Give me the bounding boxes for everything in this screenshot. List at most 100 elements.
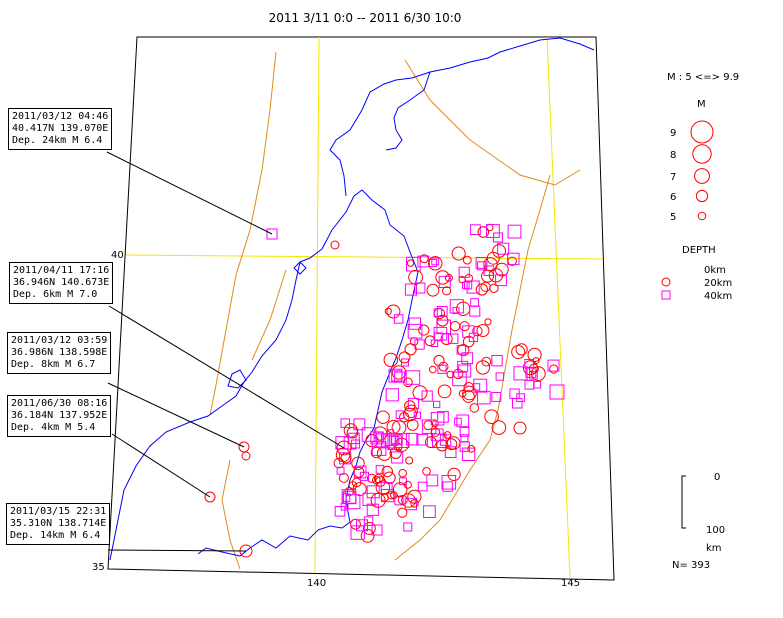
event-marker <box>433 400 441 409</box>
event-marker <box>549 384 565 400</box>
event-marker <box>383 471 396 485</box>
event-marker <box>441 475 457 490</box>
event-marker <box>530 366 546 382</box>
legend-depth-label: 0km <box>704 265 726 276</box>
event-marker <box>473 378 488 393</box>
event-marker <box>486 224 500 238</box>
event-marker <box>399 412 410 423</box>
event-marker <box>375 480 391 495</box>
annotation-box-5: 2011/03/15 22:31 35.310N 138.714E Dep. 1… <box>6 503 111 545</box>
legend-mag-symbol <box>690 120 714 144</box>
event-marker <box>462 255 472 265</box>
event-marker <box>403 377 413 388</box>
event-marker <box>469 305 481 317</box>
coastline-honshu <box>109 189 419 561</box>
map-frame <box>107 36 615 581</box>
event-marker <box>401 493 416 508</box>
event-marker <box>507 252 520 266</box>
map-title: 2011 3/11 0:0 -- 2011 6/30 10:0 <box>269 11 462 25</box>
event-marker <box>426 283 440 297</box>
graticule <box>125 36 604 578</box>
event-marker <box>404 497 418 511</box>
event-marker <box>351 456 365 470</box>
annotation-depth-mag: Dep. 8km M 6.7 <box>11 359 96 370</box>
event-marker <box>405 456 414 465</box>
event-marker <box>390 433 403 446</box>
event-marker <box>533 381 542 389</box>
event-marker <box>475 257 488 269</box>
event-marker <box>436 306 448 317</box>
event-marker <box>437 384 452 399</box>
legend-depth-symbol <box>661 290 671 300</box>
event-marker <box>477 390 491 405</box>
annotation-box-4: 2011/06/30 08:16 36.184N 137.952E Dep. 4… <box>7 395 112 437</box>
event-marker <box>330 240 340 250</box>
legend-mag-label: 9 <box>670 128 676 139</box>
event-marker <box>419 254 429 264</box>
event-marker <box>449 299 464 314</box>
event-marker <box>345 494 361 510</box>
event-marker <box>391 365 407 380</box>
legend-mag-label: 5 <box>670 212 676 223</box>
event-marker <box>459 441 470 452</box>
event-marker <box>403 407 417 422</box>
coastline-oga <box>293 261 307 275</box>
event-marker <box>334 506 346 517</box>
event-marker <box>524 380 535 390</box>
legend-magnitude-scale: 9 8 7 6 5 <box>670 120 714 223</box>
event-marker <box>430 427 441 437</box>
event-marker <box>456 345 467 355</box>
event-marker <box>348 481 358 490</box>
event-marker <box>458 266 470 278</box>
event-marker <box>412 385 428 401</box>
annotation-location: 40.417N 139.070E <box>12 123 109 134</box>
legend-mag-range: M : 5 <=> 9.9 <box>667 72 739 83</box>
event-marker <box>343 423 358 438</box>
legend-mag-symbol <box>695 189 709 203</box>
event-marker <box>431 257 440 266</box>
event-marker <box>241 451 251 461</box>
annotation-leaders <box>106 151 345 552</box>
event-marker <box>408 269 424 285</box>
event-marker <box>381 433 396 449</box>
event-marker <box>452 307 460 315</box>
event-marker <box>333 457 345 469</box>
annotation-location: 36.184N 137.952E <box>11 410 108 421</box>
event-marker <box>515 343 528 356</box>
event-marker <box>464 281 473 290</box>
event-marker <box>470 224 481 236</box>
event-marker <box>416 433 428 446</box>
event-marker <box>373 431 384 443</box>
event-marker <box>418 324 430 336</box>
legend-depth-header: DEPTH <box>682 245 716 256</box>
event-marker <box>547 359 560 372</box>
event-marker <box>370 492 386 508</box>
event-marker <box>527 347 542 362</box>
event-marker <box>495 274 507 287</box>
event-count: N= 393 <box>672 560 710 571</box>
event-marker <box>491 392 502 402</box>
annotation-depth-mag: Dep. 14km M 6.4 <box>10 530 101 541</box>
event-marker <box>462 385 477 401</box>
event-marker <box>513 421 527 435</box>
event-marker <box>392 482 408 497</box>
event-marker <box>350 518 361 530</box>
event-marker <box>494 262 509 277</box>
event-marker <box>528 363 539 374</box>
event-marker <box>466 280 480 294</box>
event-marker <box>348 432 360 445</box>
event-marker <box>336 440 352 456</box>
legend-mag-symbol <box>694 168 710 184</box>
event-marker <box>336 466 345 475</box>
event-marker <box>446 436 461 450</box>
event-marker <box>491 355 503 367</box>
event-marker <box>484 318 492 326</box>
annotation-time: 2011/04/11 17:16 <box>13 265 110 276</box>
event-marker <box>417 481 428 492</box>
event-marker <box>462 390 475 403</box>
event-marker <box>361 427 377 442</box>
event-marker <box>388 368 403 383</box>
event-marker <box>448 333 459 344</box>
event-marker <box>406 259 415 267</box>
